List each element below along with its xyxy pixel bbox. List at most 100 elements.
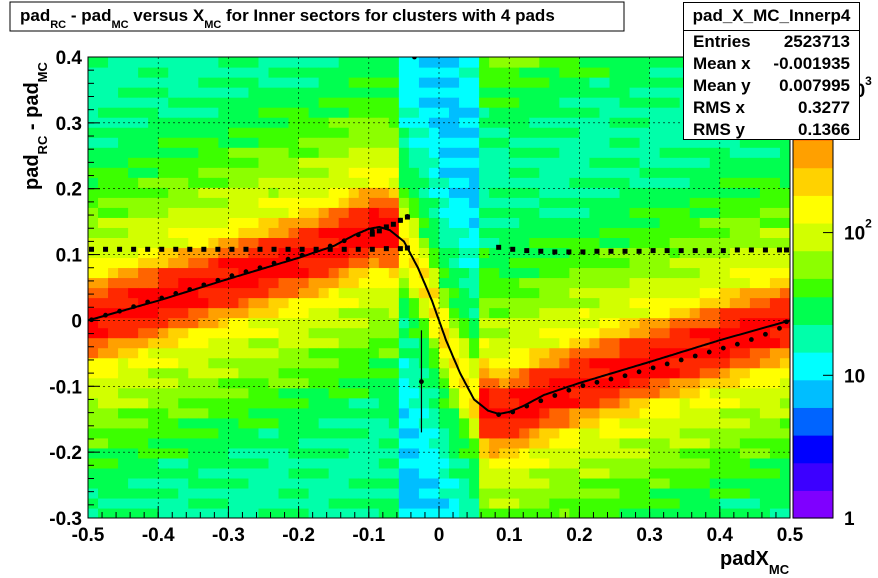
heatmap-cell [649, 117, 661, 128]
heatmap-cell [298, 507, 310, 518]
heatmap-cell [268, 437, 280, 449]
heatmap-cell [318, 317, 330, 329]
heatmap-cell [328, 427, 340, 439]
heatmap-cell [128, 427, 139, 439]
heatmap-cell [579, 157, 591, 168]
heatmap-cell [198, 337, 209, 349]
heatmap-cell [248, 277, 260, 289]
heatmap-cell [749, 367, 761, 379]
heatmap-cell [188, 447, 199, 459]
heatmap-cell [769, 147, 781, 158]
heatmap-cell [418, 427, 430, 439]
heatmap-cell [318, 497, 330, 509]
heatmap-cell [238, 437, 250, 449]
flat-point [734, 247, 740, 253]
heatmap-cell [639, 337, 651, 349]
heatmap-cell [459, 247, 470, 259]
heatmap-cell [408, 77, 420, 88]
heatmap-cell [298, 487, 310, 499]
color-scale-cell [793, 435, 833, 445]
heatmap-cell [569, 157, 580, 168]
heatmap-cell [178, 387, 189, 399]
heatmap-cell [318, 77, 330, 88]
heatmap-cell [499, 247, 510, 259]
heatmap-cell [118, 257, 129, 269]
heatmap-cell [378, 147, 390, 158]
heatmap-cell [659, 307, 671, 319]
heatmap-cell [739, 497, 751, 509]
stats-row-mean-x: Mean x -0.001935 [684, 53, 859, 75]
heatmap-cell [198, 457, 209, 469]
heatmap-cell [208, 337, 219, 349]
heatmap-cell [469, 117, 480, 128]
heatmap-cell [549, 417, 560, 429]
heatmap-cell [218, 467, 229, 479]
heatmap-cell [749, 477, 761, 489]
heatmap-cell [549, 457, 560, 469]
heatmap-cell [649, 137, 661, 148]
heatmap-cell [509, 317, 520, 329]
heatmap-cell [649, 377, 661, 389]
heatmap-cell [759, 237, 771, 249]
heatmap-cell [519, 77, 530, 88]
heatmap-cell [559, 227, 570, 238]
heatmap-cell [398, 207, 410, 218]
heatmap-cell [188, 117, 199, 128]
heatmap-cell [208, 287, 219, 299]
heatmap-cell [749, 457, 761, 469]
heatmap-cell [639, 267, 651, 279]
heatmap-cell [288, 217, 300, 228]
profile-point [159, 295, 165, 301]
heatmap-cell [589, 107, 601, 118]
heatmap-cell [529, 357, 540, 369]
heatmap-cell [178, 227, 189, 238]
heatmap-cell [669, 117, 681, 128]
heatmap-cell [338, 347, 350, 359]
heatmap-cell [418, 507, 430, 518]
heatmap-cell [469, 237, 480, 249]
heatmap-cell [198, 437, 209, 449]
heatmap-cell [298, 357, 310, 369]
heatmap-cell [148, 57, 159, 68]
heatmap-cell [489, 137, 500, 148]
heatmap-cell [188, 407, 199, 419]
heatmap-cell [639, 77, 651, 88]
heatmap-cell [208, 447, 219, 459]
heatmap-cell [609, 407, 621, 419]
heatmap-cell [719, 447, 731, 459]
heatmap-cell [418, 467, 430, 479]
heatmap-cell [629, 247, 641, 259]
heatmap-cell [108, 187, 119, 198]
heatmap-cell [318, 237, 330, 249]
heatmap-cell [449, 357, 460, 369]
heatmap-cell [569, 497, 580, 509]
heatmap-cell [559, 157, 570, 168]
color-scale-label: 10 [844, 366, 865, 387]
heatmap-cell [549, 507, 560, 518]
heatmap-cell [328, 227, 340, 238]
heatmap-cell [669, 457, 681, 469]
heatmap-cell [98, 287, 109, 299]
heatmap-cell [118, 217, 129, 228]
heatmap-cell [208, 217, 219, 228]
heatmap-cell [619, 417, 631, 429]
color-scale-cell [793, 222, 833, 233]
heatmap-cell [368, 367, 380, 379]
heatmap-cell [108, 207, 119, 218]
heatmap-cell [198, 177, 209, 188]
heatmap-cell [639, 57, 651, 68]
heatmap-cell [328, 217, 340, 228]
heatmap-cell [148, 257, 159, 269]
heatmap-cell [358, 187, 370, 198]
heatmap-cell [589, 357, 601, 369]
profile-point [692, 353, 698, 359]
heatmap-cell [398, 307, 410, 319]
heatmap-cell [158, 177, 169, 188]
heatmap-cell [699, 177, 711, 188]
heatmap-cell [108, 377, 119, 389]
heatmap-cell [168, 487, 179, 499]
heatmap-cell [388, 147, 400, 158]
heatmap-cell [469, 287, 480, 299]
heatmap-cell [158, 337, 169, 349]
heatmap-cell [308, 357, 320, 369]
